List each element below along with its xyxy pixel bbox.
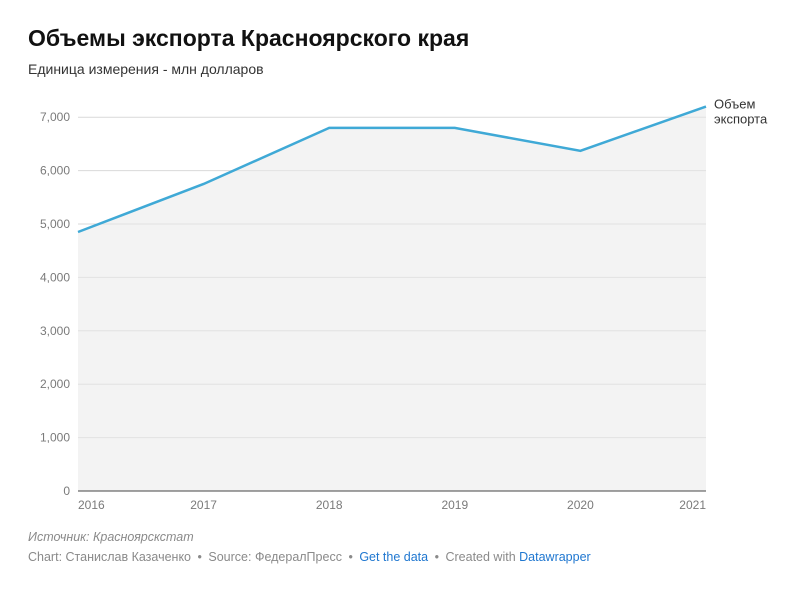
created-prefix: Created with: [445, 550, 519, 564]
source-line: Источник: Красноярскстат: [28, 527, 772, 547]
y-tick-label: 4,000: [40, 270, 70, 284]
chart-svg: 0 1,000 2,000 3,000 4,000 5,000 6,000 7,000 2016…: [28, 87, 772, 517]
source-value: Красноярскстат: [93, 530, 194, 544]
credit-line: Chart: Станислав Казаченко • Source: Фед…: [28, 547, 772, 567]
separator: •: [348, 550, 352, 564]
chart-footer: Источник: Красноярскстат Chart: Станисла…: [28, 527, 772, 567]
credit-source-prefix: Source:: [208, 550, 255, 564]
credit-author: Станислав Казаченко: [66, 550, 192, 564]
x-tick-label: 2018: [316, 498, 343, 512]
y-tick-label: 6,000: [40, 163, 70, 177]
y-tick-label: 2,000: [40, 377, 70, 391]
series-area: [78, 106, 706, 490]
y-tick-label: 0: [63, 484, 70, 498]
chart-title: Объемы экспорта Красноярского края: [28, 24, 772, 53]
y-tick-label: 1,000: [40, 430, 70, 444]
chart-subtitle: Единица измерения - млн долларов: [28, 61, 772, 77]
x-tick-label: 2016: [78, 498, 105, 512]
series-label: Объем: [714, 96, 755, 111]
x-tick-label: 2019: [441, 498, 468, 512]
x-tick-label: 2017: [190, 498, 217, 512]
datawrapper-link[interactable]: Datawrapper: [519, 550, 591, 564]
separator: •: [198, 550, 202, 564]
get-data-link[interactable]: Get the data: [359, 550, 428, 564]
y-tick-label: 7,000: [40, 110, 70, 124]
x-tick-label: 2021: [679, 498, 706, 512]
credit-prefix: Chart:: [28, 550, 66, 564]
series-label: экспорта: [714, 111, 768, 126]
y-tick-label: 3,000: [40, 324, 70, 338]
y-tick-label: 5,000: [40, 217, 70, 231]
separator: •: [435, 550, 439, 564]
chart-area: 0 1,000 2,000 3,000 4,000 5,000 6,000 7,000 2016…: [28, 87, 772, 517]
credit-source: ФедералПресс: [255, 550, 342, 564]
source-prefix: Источник:: [28, 530, 93, 544]
x-tick-label: 2020: [567, 498, 594, 512]
